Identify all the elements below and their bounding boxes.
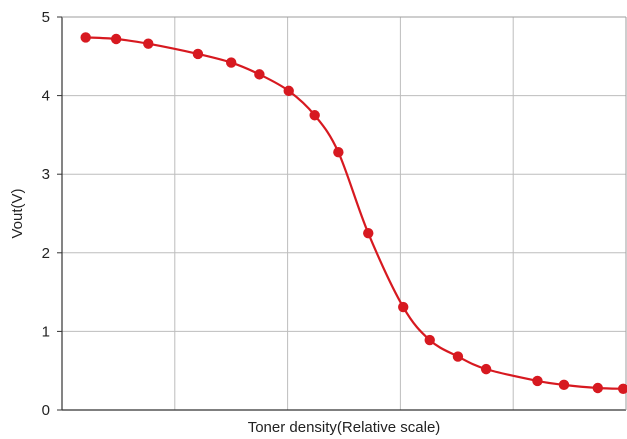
data-point-15 xyxy=(559,380,569,390)
data-point-3 xyxy=(193,49,203,59)
grid xyxy=(62,17,626,410)
y-tick-label-0: 0 xyxy=(42,402,50,419)
series-line-0 xyxy=(86,37,623,388)
data-point-8 xyxy=(333,147,343,157)
y-tick-label-5: 5 xyxy=(42,9,50,26)
data-point-7 xyxy=(309,110,319,120)
data-point-10 xyxy=(398,302,408,312)
data-point-6 xyxy=(284,86,294,96)
data-point-1 xyxy=(111,34,121,44)
y-tick-label-3: 3 xyxy=(42,166,50,183)
y-tick-label-4: 4 xyxy=(42,88,50,105)
data-point-14 xyxy=(532,376,542,386)
y-tick-label-2: 2 xyxy=(42,245,50,262)
axes xyxy=(57,17,626,410)
data-point-4 xyxy=(226,57,236,67)
data-point-12 xyxy=(453,351,463,361)
data-point-13 xyxy=(481,364,491,374)
data-point-2 xyxy=(143,39,153,49)
y-tick-label-1: 1 xyxy=(42,323,50,340)
x-axis-title: Toner density(Relative scale) xyxy=(248,419,441,436)
y-tick-labels: 0 1 2 3 4 5 xyxy=(42,9,50,419)
data-point-17 xyxy=(618,384,627,394)
y-axis-title: Vout(V) xyxy=(9,188,26,238)
data-point-16 xyxy=(593,383,603,393)
series-layer xyxy=(80,32,627,394)
data-point-5 xyxy=(254,69,264,79)
data-point-0 xyxy=(80,32,90,42)
data-point-9 xyxy=(363,228,373,238)
data-point-11 xyxy=(425,335,435,345)
